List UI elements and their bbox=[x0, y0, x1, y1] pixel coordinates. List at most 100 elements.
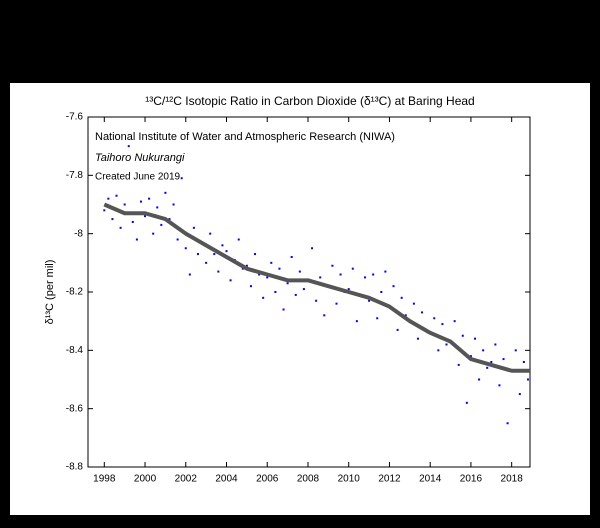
sample-point bbox=[315, 299, 318, 302]
sample-point bbox=[474, 337, 477, 340]
sample-point bbox=[192, 226, 195, 229]
sample-point bbox=[119, 226, 122, 229]
sample-point bbox=[270, 261, 273, 264]
x-tick-label: 2014 bbox=[419, 474, 442, 485]
sample-point bbox=[245, 264, 248, 267]
chart-title: ¹³C/¹²C Isotopic Ratio in Carbon Dioxide… bbox=[145, 94, 474, 108]
sample-point bbox=[127, 145, 130, 148]
sample-point bbox=[331, 264, 334, 267]
sample-point bbox=[465, 401, 468, 404]
annotation: National Institute of Water and Atmosphe… bbox=[95, 131, 395, 143]
annotation: Taihoro Nukurangi bbox=[95, 152, 185, 164]
sample-point bbox=[498, 384, 501, 387]
sample-point bbox=[368, 299, 371, 302]
y-tick-label: -8.2 bbox=[66, 287, 84, 298]
sample-point bbox=[168, 218, 171, 221]
sample-point bbox=[384, 270, 387, 273]
sample-point bbox=[526, 378, 529, 381]
sample-point bbox=[486, 366, 489, 369]
sample-point bbox=[172, 203, 175, 206]
sample-point bbox=[258, 273, 261, 276]
sample-point bbox=[506, 422, 509, 425]
sample-point bbox=[404, 314, 407, 317]
x-tick-label: 2010 bbox=[338, 474, 361, 485]
sample-point bbox=[469, 355, 472, 358]
annotation: Created June 2019 bbox=[95, 172, 181, 183]
y-tick-label: -8.8 bbox=[66, 462, 84, 473]
sample-point bbox=[294, 293, 297, 296]
sample-point bbox=[111, 218, 114, 221]
y-tick-label: -7.6 bbox=[66, 112, 84, 123]
sample-point bbox=[123, 203, 126, 206]
sample-point bbox=[482, 349, 485, 352]
sample-point bbox=[347, 288, 350, 291]
sample-point bbox=[339, 273, 342, 276]
sample-point bbox=[355, 320, 358, 323]
sample-point bbox=[139, 200, 142, 203]
sample-point bbox=[522, 361, 525, 363]
sample-point bbox=[237, 238, 240, 241]
sample-point bbox=[461, 334, 464, 337]
sample-point bbox=[302, 288, 305, 291]
sample-point bbox=[298, 270, 301, 273]
sample-point bbox=[457, 363, 460, 366]
sample-point bbox=[205, 261, 208, 264]
sample-point bbox=[335, 302, 338, 305]
sample-point bbox=[217, 270, 220, 273]
sample-point bbox=[319, 276, 322, 279]
x-tick-label: 2000 bbox=[134, 474, 157, 485]
sample-point bbox=[323, 314, 326, 317]
sample-point bbox=[364, 276, 367, 279]
sample-point bbox=[209, 232, 212, 235]
sample-point bbox=[441, 323, 444, 326]
sample-point bbox=[152, 232, 155, 235]
x-tick-label: 2006 bbox=[256, 474, 279, 485]
sample-point bbox=[421, 311, 424, 314]
sample-point bbox=[196, 253, 199, 256]
sample-point bbox=[229, 279, 232, 282]
sample-point bbox=[262, 296, 265, 299]
sample-point bbox=[400, 296, 403, 299]
sample-point bbox=[221, 244, 224, 247]
sample-point bbox=[184, 247, 187, 250]
sample-point bbox=[311, 247, 314, 250]
sample-point bbox=[494, 343, 497, 346]
sample-point bbox=[225, 250, 228, 253]
sample-point bbox=[453, 320, 456, 323]
x-tick-label: 2008 bbox=[297, 474, 320, 485]
y-tick-label: -8.4 bbox=[66, 345, 84, 356]
sample-point bbox=[254, 253, 257, 256]
sample-point bbox=[392, 285, 395, 288]
sample-point bbox=[274, 291, 277, 293]
sample-point bbox=[266, 276, 269, 279]
sample-point bbox=[180, 177, 183, 180]
sample-point bbox=[514, 349, 517, 352]
sample-point bbox=[380, 291, 383, 293]
sample-point bbox=[372, 273, 375, 276]
sample-point bbox=[131, 221, 134, 223]
sample-point bbox=[156, 206, 159, 209]
x-tick-label: 1998 bbox=[93, 474, 116, 485]
sample-point bbox=[412, 302, 415, 305]
sample-point bbox=[148, 197, 151, 200]
sample-point bbox=[490, 361, 493, 363]
sample-point bbox=[103, 209, 106, 212]
sample-point bbox=[115, 194, 118, 197]
sample-point bbox=[351, 267, 354, 270]
panel bbox=[10, 83, 590, 515]
x-tick-label: 2018 bbox=[501, 474, 524, 485]
sample-point bbox=[164, 191, 167, 194]
y-tick-label: -8.6 bbox=[66, 403, 84, 414]
sample-point bbox=[213, 253, 216, 256]
trend-line bbox=[103, 202, 530, 373]
sample-point bbox=[437, 349, 440, 352]
sample-point bbox=[518, 393, 521, 396]
sample-point bbox=[286, 282, 289, 285]
sample-point bbox=[396, 328, 399, 331]
sample-point bbox=[290, 256, 293, 258]
sample-point bbox=[502, 358, 505, 361]
sample-point bbox=[135, 238, 138, 241]
sample-point bbox=[282, 308, 285, 311]
